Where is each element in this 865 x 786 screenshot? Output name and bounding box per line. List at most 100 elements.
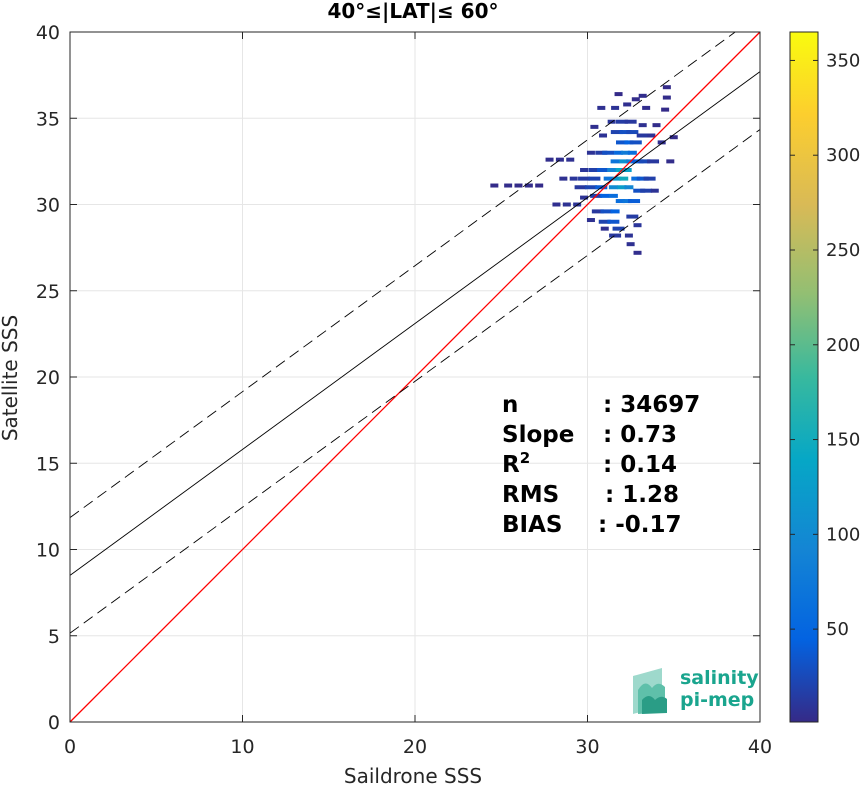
- density-cell: [626, 214, 639, 219]
- density-cell: [620, 150, 630, 155]
- density-cell: [633, 188, 646, 193]
- density-cell: [612, 226, 625, 231]
- colorbar-tick-label: 200: [826, 335, 860, 356]
- colorbar: [789, 31, 819, 723]
- density-cell: [599, 133, 608, 138]
- density-cell: [643, 176, 656, 181]
- colorbar-tick-label: 250: [826, 240, 860, 261]
- logo-line1: salinity: [680, 667, 759, 689]
- density-cell: [580, 168, 589, 172]
- density-cell: [608, 193, 618, 198]
- density-cell: [586, 150, 595, 155]
- density-cell: [602, 150, 615, 155]
- regression-line: [69, 71, 761, 576]
- density-cell: [504, 183, 513, 188]
- x-tick-label: 30: [575, 736, 599, 758]
- stat-label-superscript: 2: [520, 449, 530, 467]
- density-cell: [610, 130, 623, 135]
- density-cell: [552, 202, 561, 207]
- density-cell: [657, 140, 666, 145]
- y-tick-label: 15: [36, 453, 60, 475]
- logo-wave-front: [642, 696, 667, 714]
- density-cell: [638, 159, 651, 164]
- density-cell: [490, 183, 499, 188]
- density-cell: [624, 140, 634, 145]
- upper-bound-line: [69, 31, 736, 518]
- density-cell: [614, 150, 624, 155]
- density-cell: [569, 176, 578, 181]
- y-axis-label: Satellite SSS: [0, 315, 22, 441]
- density-cell: [647, 133, 656, 138]
- density-cell: [616, 140, 628, 145]
- one-to-one-line: [69, 31, 761, 723]
- lower-bound-line: [69, 129, 761, 634]
- density-cell: [627, 150, 637, 155]
- density-cell: [619, 159, 629, 164]
- density-cell: [640, 188, 653, 193]
- x-tick-label: 20: [403, 736, 427, 758]
- density-cell: [559, 176, 568, 181]
- density-cell: [595, 150, 608, 155]
- density-cell: [614, 92, 623, 97]
- density-cell: [615, 168, 625, 172]
- y-axis-ticks: 0 5 10 15 20 25 30 35 40: [36, 22, 760, 734]
- colorbar-tick-label: 350: [826, 50, 860, 71]
- stat-label: BIAS: [502, 512, 562, 538]
- stat-value: : 0.73: [603, 422, 677, 448]
- density-cell: [608, 185, 618, 190]
- density-cell: [622, 199, 632, 204]
- density-cell: [652, 123, 661, 128]
- density-cell: [662, 85, 671, 90]
- density-cell: [574, 185, 587, 190]
- stat-label: RMS: [502, 482, 559, 508]
- density-cell: [623, 102, 632, 107]
- density-cell: [626, 242, 635, 247]
- y-tick-label: 40: [36, 22, 60, 44]
- density-cell: [600, 226, 609, 231]
- density-cell: [666, 159, 675, 164]
- stat-label: R2: [502, 449, 530, 478]
- stat-value: : -0.17: [598, 512, 682, 538]
- y-tick-label: 0: [48, 712, 60, 734]
- density-cell: [607, 168, 617, 172]
- y-tick-label: 5: [48, 626, 60, 648]
- stats-box: n: 34697 Slope: 0.73 R2: 0.14 RMS: 1.28 BIAS…: [502, 392, 700, 538]
- density-cell: [590, 124, 599, 129]
- density-cell: [578, 176, 591, 181]
- density-cell: [566, 157, 575, 162]
- density-cell: [638, 93, 647, 98]
- y-tick-label: 30: [36, 195, 60, 217]
- density-cell: [615, 199, 625, 204]
- density-cell: [624, 233, 633, 238]
- density-cell: [610, 159, 620, 164]
- x-axis-ticks: 0 10 20 30 40: [64, 32, 772, 758]
- colorbar-tick-label: 50: [826, 619, 849, 640]
- density-cell: [611, 105, 620, 110]
- density-cell: [629, 140, 642, 145]
- logo-line2: pi-mep: [680, 689, 754, 711]
- density-cell: [631, 97, 640, 102]
- density-cell: [631, 176, 641, 181]
- density-cell: [607, 219, 620, 224]
- reference-lines: [69, 31, 761, 723]
- x-tick-label: 40: [748, 736, 772, 758]
- density-cell: [669, 135, 678, 140]
- density-cell: [609, 233, 622, 238]
- x-tick-label: 10: [230, 736, 254, 758]
- density-cell: [555, 157, 564, 162]
- density-cell: [591, 209, 604, 214]
- density-cell: [638, 123, 647, 128]
- y-tick-label: 25: [36, 281, 60, 303]
- colorbar-ticks: 50 100 150 200 250 300 350: [790, 50, 860, 640]
- density-cell: [624, 185, 634, 190]
- density-cell: [617, 185, 627, 190]
- density-cell: [612, 176, 622, 181]
- x-axis-label: Saildrone SSS: [344, 764, 482, 786]
- chart-title: 40°≤|LAT|≤ 60°: [327, 0, 498, 23]
- density-cell: [586, 218, 595, 223]
- density-cell: [597, 105, 606, 110]
- density-cell: [650, 188, 659, 193]
- density-cell: [633, 250, 642, 255]
- density-cell: [661, 107, 670, 112]
